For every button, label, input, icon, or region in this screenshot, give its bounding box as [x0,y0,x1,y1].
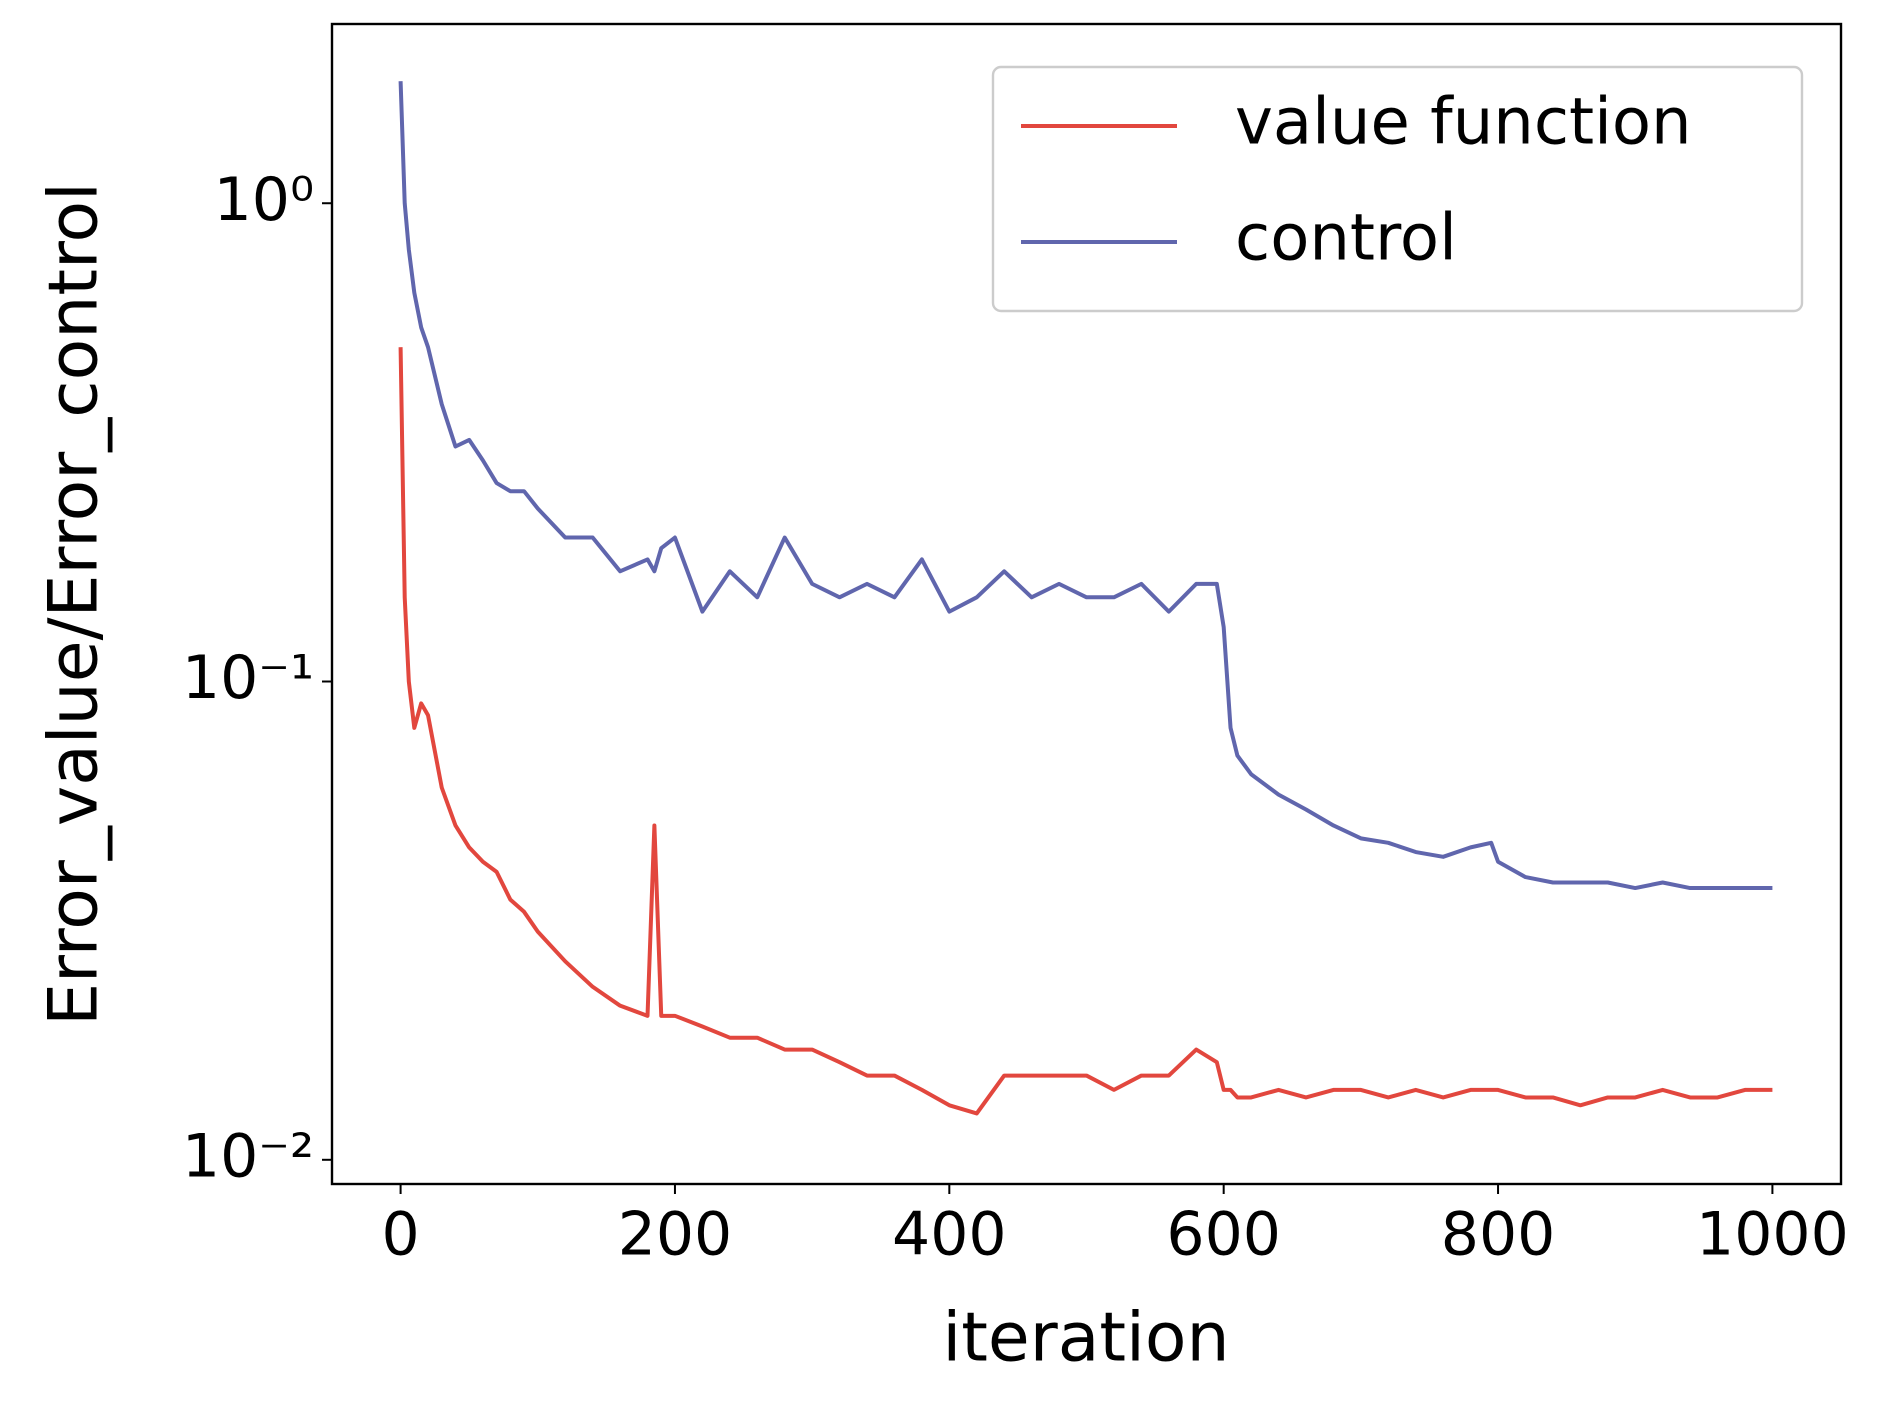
data-line [398,81,1773,891]
legend-label: value function [1235,86,1692,160]
legend: value function control [991,65,1804,313]
legend-box [991,65,1804,313]
x-tick-label: 600 [1166,1200,1281,1270]
x-tick-label: 0 [381,1200,419,1270]
x-tick-label: 400 [892,1200,1007,1270]
x-axis-label: iteration [942,1299,1229,1378]
plot-frame [330,22,1843,1186]
x-tick-label: 800 [1441,1200,1556,1270]
data-line [398,347,1773,1116]
y-tick-label: 10⁻¹ [182,643,314,713]
y-tick-label: 10⁻² [182,1121,314,1191]
y-axis-label: Error_value/Error_control [35,182,114,1026]
y-tick-label: 10⁰ [214,165,314,235]
legend-label: control [1235,202,1457,276]
x-tick-label: 200 [618,1200,733,1270]
x-tick-label: 1000 [1696,1200,1849,1270]
